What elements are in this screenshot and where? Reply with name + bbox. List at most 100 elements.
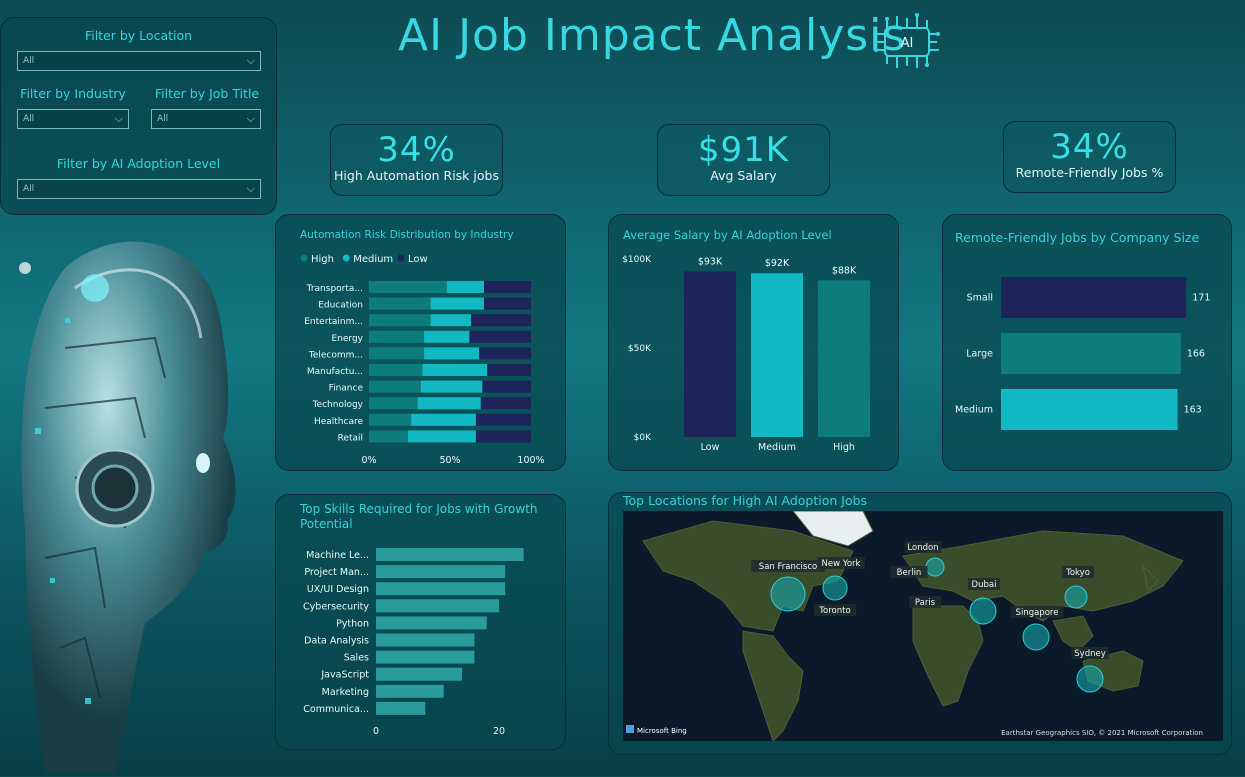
- kpi-remote-friendly-value: 34%: [1050, 127, 1129, 167]
- city-label: Singapore: [1016, 608, 1059, 618]
- kpi-avg-salary-value: $91K: [697, 130, 790, 170]
- city-label: Toronto: [818, 606, 850, 616]
- kpi-avg-salary-caption: Avg Salary: [710, 168, 777, 183]
- remote-bar: [1001, 277, 1187, 318]
- skill-category-label: Data Analysis: [304, 636, 369, 647]
- remote-data-label: 166: [1187, 349, 1205, 360]
- salary-bar: [818, 280, 870, 437]
- skill-bar: [376, 565, 506, 579]
- filter-location-select[interactable]: All ⌵: [17, 51, 261, 71]
- risk-bar-medium: [407, 430, 476, 443]
- skill-category-label: UX/UI Design: [307, 584, 369, 595]
- salary-y-tick: $50K: [628, 344, 652, 354]
- salary-y-tick: $0K: [634, 433, 652, 443]
- automation-risk-chart-title: Automation Risk Distribution by Industry: [300, 229, 514, 241]
- map-view[interactable]: San Francisco New York Toronto London Berlin…: [623, 511, 1223, 741]
- risk-bar-high: [369, 364, 423, 376]
- kpi-avg-salary: $91K Avg Salary: [657, 124, 830, 196]
- risk-category-label: Transporta...: [306, 284, 363, 294]
- salary-data-label: $88K: [832, 265, 857, 276]
- salary-data-label: $93K: [698, 256, 723, 267]
- legend-label-high: High: [311, 254, 334, 265]
- ai-head-illustration: [5, 228, 267, 774]
- remote-bar: [1001, 333, 1181, 374]
- remote-category-label: Medium: [955, 405, 993, 416]
- chevron-down-icon: ⌵: [114, 112, 123, 125]
- remote-friendly-chart-panel: Remote-Friendly Jobs by Company Size Sma…: [942, 214, 1232, 471]
- filter-job-title-label: Filter by Job Title: [154, 86, 260, 101]
- skill-bar: [376, 701, 426, 715]
- risk-bar-medium: [430, 297, 485, 310]
- legend-marker-high: [300, 254, 308, 262]
- city-bubble: [1064, 585, 1088, 609]
- avg-salary-chart-panel: Average Salary by AI Adoption Level $0K $…: [608, 214, 899, 471]
- automation-risk-chart-panel: Automation Risk Distribution by Industry…: [275, 214, 566, 471]
- risk-bar-medium: [424, 347, 480, 360]
- chevron-down-icon: ⌵: [246, 112, 255, 125]
- kpi-remote-friendly-caption: Remote-Friendly Jobs %: [1015, 165, 1164, 180]
- filter-ai-adoption-label: Filter by AI Adoption Level: [56, 156, 221, 171]
- skill-bar: [376, 684, 444, 698]
- risk-category-label: Entertainm...: [304, 317, 363, 327]
- skill-category-label: Cybersecurity: [303, 601, 369, 612]
- filter-ai-adoption-select[interactable]: All ⌵: [17, 179, 261, 199]
- top-skills-chart-panel: Top Skills Required for Jobs with Growth…: [275, 494, 566, 750]
- city-bubble: [969, 597, 997, 625]
- city-label: Paris: [915, 598, 936, 608]
- risk-bar-high: [369, 430, 408, 443]
- map-brand: Microsoft Bing: [637, 727, 687, 735]
- risk-bar-low: [469, 330, 531, 343]
- remote-category-label: Large: [966, 349, 993, 360]
- logo-text: AI: [901, 36, 914, 51]
- map-title: Top Locations for High AI Adoption Jobs: [623, 493, 868, 508]
- skill-category-label: Project Man...: [304, 567, 369, 578]
- bing-logo-icon: [626, 725, 634, 733]
- risk-bar-medium: [422, 364, 488, 376]
- risk-bar-high: [369, 330, 425, 343]
- remote-bar: [1001, 389, 1178, 430]
- filters-panel: Filter by Location All ⌵ Filter by Indust…: [0, 17, 277, 215]
- skill-category-label: Marketing: [322, 687, 369, 698]
- city-label-bg: [817, 557, 865, 569]
- skill-x-tick: 20: [493, 726, 505, 737]
- city-label-bg: [909, 596, 941, 608]
- risk-bar-low: [479, 347, 531, 360]
- remote-friendly-chart-title: Remote-Friendly Jobs by Company Size: [955, 230, 1200, 245]
- skill-category-label: Communica...: [303, 704, 369, 715]
- skill-category-label: Sales: [344, 653, 369, 664]
- risk-category-label: Manufactu...: [307, 367, 363, 377]
- salary-category-label: High: [833, 442, 855, 453]
- skill-bar: [376, 667, 463, 681]
- avg-salary-chart: $0K $50K $100K $93K Low $92K Medium $88K High: [622, 255, 870, 453]
- chevron-down-icon: ⌵: [246, 182, 255, 195]
- filter-location-label: Filter by Location: [84, 28, 193, 43]
- risk-bar-low: [471, 314, 531, 327]
- risk-bar-low: [484, 281, 531, 293]
- risk-bar-low: [482, 380, 531, 393]
- risk-x-tick: 0%: [361, 455, 376, 466]
- city-bubble: [925, 557, 945, 577]
- map-attribution: Earthstar Geographics SIO, © 2021 Micros…: [1001, 729, 1203, 737]
- risk-category-label: Healthcare: [314, 417, 364, 427]
- skill-bar: [376, 616, 487, 630]
- filter-location-value: All: [23, 56, 35, 66]
- filter-job-title-select[interactable]: All ⌵: [151, 109, 261, 129]
- risk-category-label: Telecomm...: [308, 350, 363, 360]
- risk-category-label: Energy: [331, 334, 363, 344]
- chevron-down-icon: ⌵: [246, 54, 255, 67]
- salary-bar: [684, 271, 736, 437]
- kpi-remote-friendly: 34% Remote-Friendly Jobs %: [1003, 121, 1176, 193]
- city-label-bg: [751, 560, 825, 572]
- skill-bar: [376, 599, 499, 613]
- salary-data-label: $92K: [765, 258, 790, 269]
- filter-industry-label: Filter by Industry: [20, 86, 126, 101]
- salary-y-tick: $100K: [622, 255, 652, 265]
- risk-bar-high: [369, 380, 421, 393]
- city-bubble: [770, 576, 806, 612]
- salary-category-label: Medium: [758, 442, 796, 453]
- city-label: New York: [822, 559, 861, 569]
- skill-category-label: Python: [336, 618, 369, 629]
- city-label: Sydney: [1074, 649, 1105, 659]
- filter-industry-select[interactable]: All ⌵: [17, 109, 129, 129]
- legend-label-low: Low: [408, 254, 428, 265]
